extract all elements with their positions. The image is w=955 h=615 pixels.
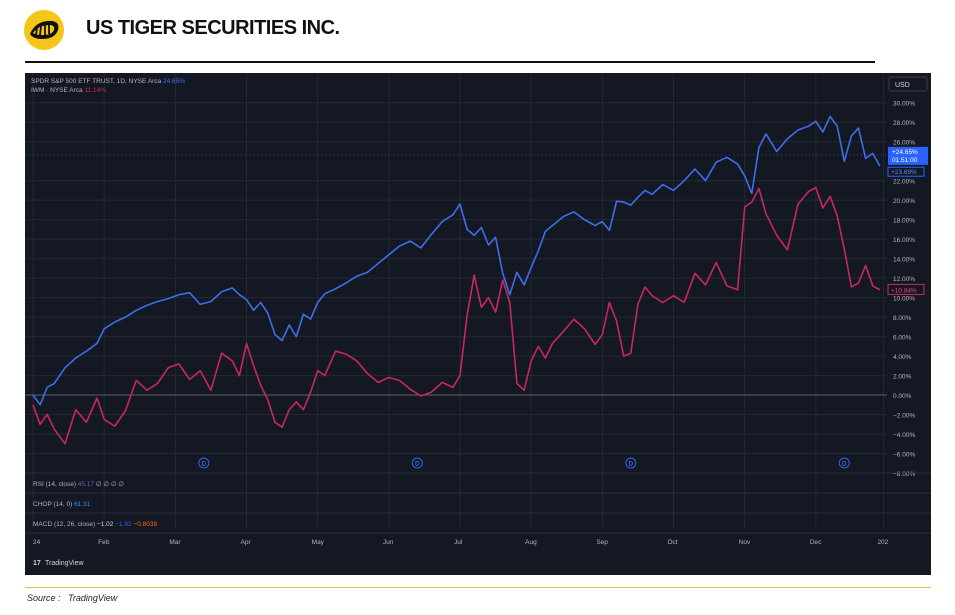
indicator-value: ∅ (102, 481, 110, 488)
dividend-marker-label: D (415, 461, 420, 467)
y-tick-label: 30.00% (893, 101, 915, 108)
tradingview-logo-icon: 17 (33, 560, 41, 567)
y-tick-label: 16.00% (893, 237, 915, 244)
source-note: Source : TradingView (27, 593, 117, 603)
indicator-label: MACD (12, 26, close) (33, 521, 97, 528)
x-tick-label: Nov (739, 539, 751, 546)
source-divider (25, 587, 931, 588)
spy-price-value: +24.65% (892, 149, 918, 156)
indicator-value: 45.17 (78, 481, 95, 488)
tradingview-chart[interactable]: 30.00% 28.00% 26.00% 22.00% 20.00% 18.00% 16.0… (25, 73, 931, 575)
currency-label: USD (895, 82, 910, 89)
legend-value: 24.65% (163, 78, 185, 85)
y-tick-label: 18.00% (893, 218, 915, 225)
legend-value: 11.14% (84, 87, 106, 94)
indicator-value: ∅ (109, 481, 117, 488)
indicator-legend[interactable]: CHOP (14, 0) 61.31 (33, 501, 91, 508)
report-header: US TIGER SECURITIES INC. (0, 0, 955, 63)
y-tick-label: 8.00% (893, 315, 912, 322)
legend-label: IWM · NYSE Arca (31, 87, 84, 94)
y-tick-label: 28.00% (893, 120, 915, 127)
dividend-marker-label: D (202, 461, 207, 467)
legend-spy[interactable]: SPDR S&P 500 ETF TRUST, 1D, NYSE Arca 24… (31, 78, 185, 85)
y-tick-label: −8.00% (893, 471, 915, 478)
x-tick-label: Feb (98, 539, 110, 546)
y-tick-label: 20.00% (893, 198, 915, 205)
tiger-logo (24, 10, 64, 50)
legend-label: SPDR S&P 500 ETF TRUST, 1D, NYSE Arca (31, 78, 163, 85)
dividend-marker-label: D (629, 461, 634, 467)
source-label: Source : (27, 593, 61, 603)
x-tick-label: 202 (877, 539, 888, 546)
dividend-marker[interactable] (838, 457, 850, 469)
y-tick-label: −6.00% (893, 452, 915, 459)
spy-countdown: 01:51:00 (892, 157, 918, 164)
y-tick-label: −2.00% (893, 413, 915, 420)
x-tick-label: Oct (668, 539, 678, 546)
y-tick-label: 26.00% (893, 140, 915, 147)
indicator-legend[interactable]: RSI (14, close) 45.17 ∅ ∅ ∅ ∅ (33, 481, 124, 488)
company-name: US TIGER SECURITIES INC. (86, 17, 340, 39)
x-tick-label: Mar (169, 539, 181, 546)
x-tick-label: Apr (241, 539, 252, 546)
y-tick-label: 6.00% (893, 335, 912, 342)
indicator-value: ∅ (116, 481, 124, 488)
x-tick-label: Aug (525, 539, 537, 546)
header-divider (25, 61, 875, 63)
currency-box[interactable] (888, 76, 928, 92)
spy-prev-value: +23.69% (891, 169, 917, 176)
dividend-marker-label: D (842, 461, 847, 467)
y-tick-label: 10.00% (893, 296, 915, 303)
y-tick-label: 14.00% (893, 257, 915, 264)
indicator-value: ∅ (94, 481, 102, 488)
dividend-marker[interactable] (625, 457, 637, 469)
indicator-value: −1.82 (113, 521, 132, 528)
iwm-price-tag (887, 283, 925, 295)
indicator-label: RSI (14, close) (33, 481, 78, 488)
y-tick-label: 22.00% (893, 179, 915, 186)
y-tick-label: 0.00% (893, 393, 912, 400)
y-tick-label: −4.00% (893, 432, 915, 439)
x-tick-label: Jul (454, 539, 463, 546)
indicator-value: 61.31 (74, 501, 91, 508)
x-tick-label: May (312, 539, 325, 546)
spy-series-line[interactable] (32, 115, 881, 406)
tradingview-watermark: TradingView (45, 560, 84, 567)
x-tick-label: Jun (383, 539, 394, 546)
legend-iwm[interactable]: IWM · NYSE Arca 11.14% (31, 87, 106, 94)
y-tick-label: 12.00% (893, 276, 915, 283)
iwm-price-value: +10.84% (891, 287, 917, 294)
x-tick-label: Sep (596, 539, 608, 546)
y-tick-label: 4.00% (893, 354, 912, 361)
iwm-series-line[interactable] (32, 186, 881, 445)
indicator-legend[interactable]: MACD (12, 26, close) −1.02 −1.82 −0.8039 (33, 521, 158, 528)
indicator-value: −1.02 (97, 521, 114, 528)
dividend-marker[interactable] (198, 457, 210, 469)
x-tick-label: Dec (810, 539, 822, 546)
dividend-marker[interactable] (411, 457, 423, 469)
spy-price-tag (888, 146, 928, 165)
source-value: TradingView (68, 593, 118, 603)
chart-canvas[interactable]: 30.00% 28.00% 26.00% 22.00% 20.00% 18.00% 16.0… (25, 73, 931, 575)
x-tick-label: 24 (33, 539, 41, 546)
spy-prev-tag (887, 166, 925, 177)
indicator-label: CHOP (14, 0) (33, 501, 74, 508)
indicator-value: −0.8039 (132, 521, 158, 528)
y-tick-label: 2.00% (893, 374, 912, 381)
